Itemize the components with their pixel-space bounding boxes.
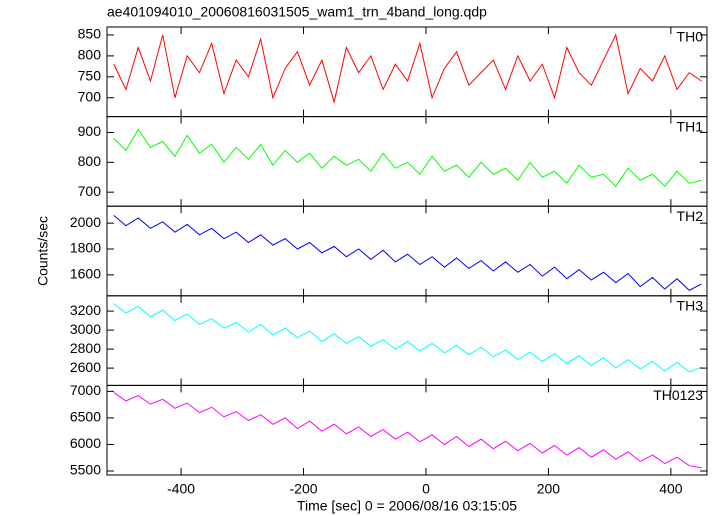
series-line	[113, 33, 702, 104]
x-tick-label: 0	[422, 481, 430, 497]
y-tick-label: 7000	[70, 382, 101, 398]
x-tick-label: 200	[537, 481, 561, 497]
panel-frame	[106, 384, 708, 476]
y-tick-label: 2600	[70, 359, 101, 375]
y-tick-label: 700	[78, 183, 102, 199]
panel-label: TH3	[677, 298, 704, 314]
panel-label: TH2	[677, 208, 704, 224]
y-tick-label: 6000	[70, 435, 101, 451]
y-tick-label: 6500	[70, 409, 101, 425]
y-tick-label: 1800	[70, 240, 101, 256]
x-tick-label: -400	[167, 481, 195, 497]
x-tick-label: 400	[659, 481, 683, 497]
panel-frame	[106, 295, 708, 386]
y-tick-label: 800	[78, 47, 102, 63]
panel-label: TH1	[677, 118, 704, 134]
y-tick-label: 850	[78, 26, 102, 42]
y-tick-label: 3200	[70, 302, 101, 318]
y-tick-label: 900	[78, 123, 102, 139]
y-tick-label: 5500	[70, 462, 101, 478]
x-tick-label: -200	[290, 481, 318, 497]
y-tick-label: 750	[78, 68, 102, 84]
panel-label: TH0	[677, 29, 704, 45]
y-tick-label: 800	[78, 153, 102, 169]
y-tick-label: 2800	[70, 340, 101, 356]
series-line	[113, 391, 702, 469]
series-line	[113, 128, 702, 187]
panel-frame	[106, 205, 708, 297]
chart-title: ae401094010_20060816031505_wam1_trn_4ban…	[107, 4, 487, 20]
panel-label: TH0123	[653, 387, 703, 403]
x-axis-label: Time [sec] 0 = 2006/08/16 03:15:05	[297, 498, 517, 514]
y-tick-label: 700	[78, 88, 102, 104]
series-line	[113, 214, 702, 291]
y-tick-label: 2000	[70, 214, 101, 230]
y-axis-label: Counts/sec	[35, 216, 51, 286]
y-tick-label: 3000	[70, 321, 101, 337]
y-tick-label: 1600	[70, 266, 101, 282]
panel-frame	[106, 116, 708, 207]
series-line	[113, 303, 702, 373]
